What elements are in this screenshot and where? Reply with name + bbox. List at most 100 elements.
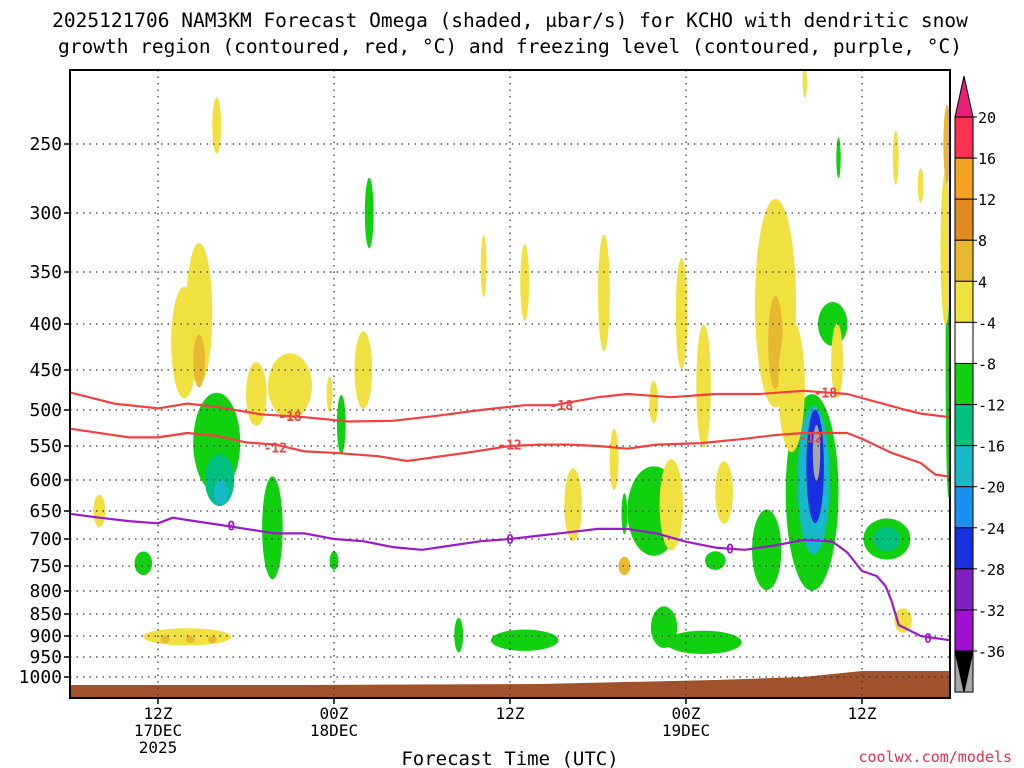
isotherm-contour-minus12 xyxy=(70,427,950,478)
contour-label: -12 xyxy=(264,441,287,456)
temperature-contours xyxy=(70,389,950,642)
grid-lines xyxy=(70,70,950,698)
y-tick-label: 600 xyxy=(29,470,62,491)
descent-region xyxy=(609,428,619,491)
colorbar-segment xyxy=(954,362,974,406)
colorbar-segment xyxy=(954,527,974,570)
x-tick-label: 17DEC xyxy=(134,721,182,740)
watermark: coolwx.com/models xyxy=(858,748,1012,766)
colorbar-label: 20 xyxy=(978,109,996,127)
descent-region xyxy=(480,235,487,297)
descent-region xyxy=(940,171,950,326)
contour-label: -12 xyxy=(498,439,521,454)
ascent-region xyxy=(213,480,229,505)
x-tick-label: 00Z xyxy=(320,704,349,723)
contour-label: 0 xyxy=(924,632,932,647)
contour-label: 0 xyxy=(726,543,734,558)
ascent-region xyxy=(491,629,559,651)
contour-label: -12 xyxy=(799,431,822,446)
colorbar-top-arrow xyxy=(954,75,974,118)
ascent-region xyxy=(329,551,339,570)
colorbar-bottom-arrow xyxy=(954,650,974,693)
terrain-band xyxy=(70,671,950,698)
y-tick-label: 750 xyxy=(29,556,62,577)
colorbar: 20 16 12 8 4 -4 -8 -12 -16 -20 -24 -28 -32 -36 xyxy=(954,75,1005,693)
colorbar-segment xyxy=(954,609,974,652)
chart-title-line1: 2025121706 NAM3KM Forecast Omega (shaded… xyxy=(52,9,968,32)
descent-region xyxy=(245,362,267,426)
y-tick-label: 400 xyxy=(29,314,62,335)
descent-region xyxy=(207,635,217,644)
colorbar-label: 12 xyxy=(978,191,996,209)
y-tick-label: 800 xyxy=(29,581,62,602)
x-tick-label: 00Z xyxy=(672,704,701,723)
descent-region xyxy=(326,376,333,412)
ascent-region xyxy=(705,551,726,570)
y-tick-label: 950 xyxy=(29,647,62,668)
descent-region xyxy=(193,334,206,388)
colorbar-label: 8 xyxy=(978,232,987,250)
contour-label: -18 xyxy=(550,399,574,414)
ascent-region xyxy=(873,526,901,552)
descent-region xyxy=(160,635,170,644)
y-tick-label: 1000 xyxy=(19,667,62,688)
colorbar-segment xyxy=(954,568,974,611)
y-tick-label: 850 xyxy=(29,604,62,625)
colorbar-label: 16 xyxy=(978,150,996,168)
x-tick-label: 19DEC xyxy=(662,721,710,740)
colorbar-label: -8 xyxy=(978,355,996,373)
descent-region xyxy=(649,380,659,424)
x-tick-label: 12Z xyxy=(848,704,877,723)
colorbar-segment xyxy=(954,116,974,159)
x-axis-label: Forecast Time (UTC) xyxy=(401,748,618,768)
y-tick-label: 550 xyxy=(29,436,62,457)
descent-region xyxy=(917,168,924,203)
colorbar-segment xyxy=(954,157,974,200)
terrain-fill xyxy=(70,671,950,698)
ascent-region xyxy=(262,476,283,580)
descent-region xyxy=(618,556,631,576)
y-tick-label: 650 xyxy=(29,501,62,522)
descent-region xyxy=(212,97,222,154)
descent-region xyxy=(802,70,807,98)
x-tick-label: 2025 xyxy=(139,738,178,757)
colorbar-segment xyxy=(954,486,974,529)
x-tick-label: 12Z xyxy=(144,704,173,723)
ascent-region xyxy=(665,630,742,654)
colorbar-label: -16 xyxy=(978,438,1005,456)
colorbar-label: -12 xyxy=(978,397,1005,415)
colorbar-segment xyxy=(954,404,974,447)
contour-labels: -18 -18 -18 -12 -12 -12 0 0 0 0 xyxy=(227,386,932,647)
colorbar-segment xyxy=(954,321,974,364)
freezing-level-contour xyxy=(70,512,950,642)
descent-region xyxy=(894,608,912,633)
descent-region xyxy=(659,459,683,551)
ascent-region xyxy=(836,137,841,179)
colorbar-segment xyxy=(954,198,974,241)
colorbar-label: -24 xyxy=(978,520,1005,538)
colorbar-segment xyxy=(954,280,974,323)
y-axis-ticks: 2503003504004505005506006507007508008509… xyxy=(19,134,70,688)
ascent-region xyxy=(752,509,782,591)
colorbar-label: 4 xyxy=(978,273,987,291)
descent-region xyxy=(598,234,610,351)
descent-region xyxy=(564,468,582,542)
ascent-region xyxy=(134,551,153,576)
contour-label: 0 xyxy=(227,520,235,535)
descent-region xyxy=(185,635,195,644)
ascent-region xyxy=(454,617,464,653)
contour-label: -18 xyxy=(278,410,302,425)
colorbar-label: -20 xyxy=(978,479,1005,497)
colorbar-label: -36 xyxy=(978,643,1005,661)
ascent-region xyxy=(621,493,628,535)
descent-region xyxy=(675,258,688,370)
y-tick-label: 450 xyxy=(29,360,62,381)
descent-region xyxy=(185,242,213,385)
descent-region xyxy=(892,130,899,185)
y-tick-label: 700 xyxy=(29,529,62,550)
descent-region xyxy=(715,461,733,524)
descent-region xyxy=(778,319,805,453)
ascent-region xyxy=(812,425,821,481)
